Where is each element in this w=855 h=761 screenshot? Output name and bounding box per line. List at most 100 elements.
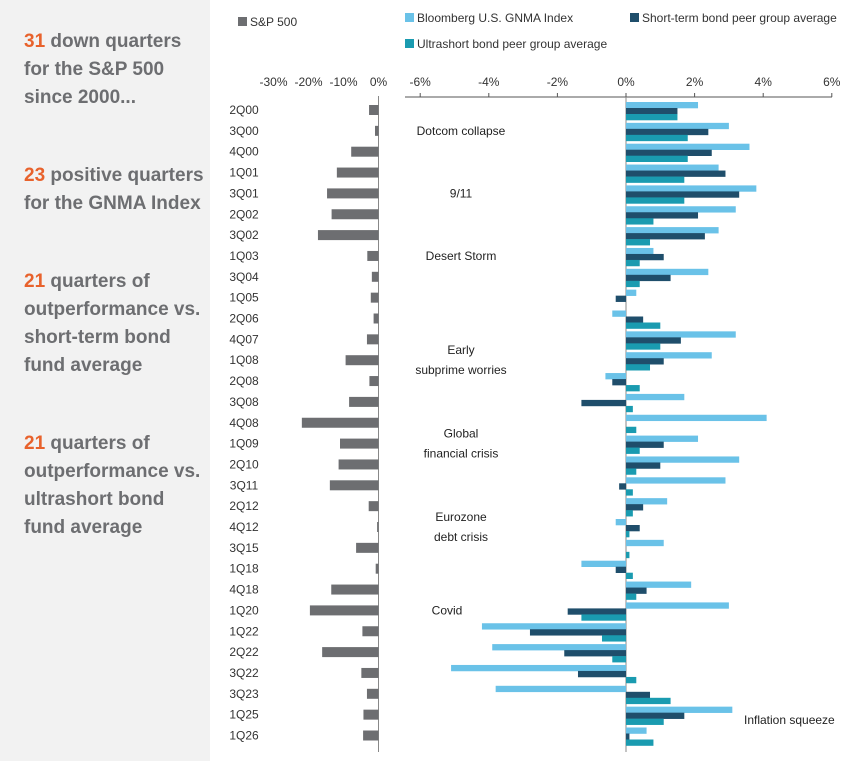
sp500-bar xyxy=(351,146,379,157)
category-label: 1Q25 xyxy=(229,708,259,722)
category-label: 3Q04 xyxy=(229,270,259,284)
category-label: 1Q01 xyxy=(229,166,259,180)
gnma-bar xyxy=(495,685,626,693)
stat-number: 23 xyxy=(24,165,46,186)
gnma-bar xyxy=(615,519,626,526)
short-term-bar xyxy=(626,587,647,594)
short-term-bar xyxy=(567,608,626,615)
sp500-bar xyxy=(375,563,379,574)
ultrashort-bar xyxy=(626,426,637,434)
ultrashort-bar xyxy=(626,447,640,454)
ultrashort-bar xyxy=(626,697,671,705)
gnma-bar xyxy=(626,247,654,255)
event-annotation: Eurozone xyxy=(435,510,487,524)
category-label: 2Q06 xyxy=(229,312,259,326)
sp500-bar xyxy=(377,522,379,532)
ultrashort-bar xyxy=(626,364,651,371)
event-annotation: Early xyxy=(447,343,474,357)
category-label: 4Q00 xyxy=(229,145,259,159)
legend-label-sp500: S&P 500 xyxy=(250,15,297,29)
left-x-tick-label: -30% xyxy=(259,75,287,89)
category-label: 3Q22 xyxy=(229,666,259,680)
category-label: 1Q22 xyxy=(229,624,259,638)
short-term-bar xyxy=(626,212,699,219)
category-label: 3Q08 xyxy=(229,395,259,409)
sp500-bar xyxy=(331,584,379,595)
right-x-tick-label: -4% xyxy=(478,75,500,89)
sp500-bar xyxy=(363,730,379,741)
stat-text: quarters of outperformance vs. short-ter… xyxy=(24,271,201,376)
sp500-bar xyxy=(340,438,379,449)
event-annotation: debt crisis xyxy=(434,530,488,544)
gnma-bar xyxy=(581,560,626,567)
gnma-bar xyxy=(626,185,757,192)
category-label: 4Q18 xyxy=(229,583,259,597)
stat-number: 21 xyxy=(24,271,46,292)
ultrashort-bar xyxy=(626,385,640,392)
left-x-tick-label: -10% xyxy=(329,75,357,89)
gnma-bar xyxy=(626,539,664,547)
stat-sp500-down-quarters: 31 down quarters for the S&P 500 since 2… xyxy=(24,28,206,112)
gnma-bar xyxy=(492,644,626,651)
gnma-bar xyxy=(451,664,626,672)
ultrashort-bar xyxy=(626,218,654,225)
short-term-bar xyxy=(615,566,626,573)
category-label: 2Q08 xyxy=(229,374,259,388)
short-term-bar xyxy=(626,712,685,719)
stat-outperformance-ultrashort: 21 quarters of outperformance vs. ultras… xyxy=(24,430,206,542)
sp500-bar xyxy=(369,105,379,115)
right-x-tick-label: -2% xyxy=(547,75,569,89)
short-term-bar xyxy=(626,108,678,115)
short-term-bar xyxy=(626,274,671,282)
sp500-bar xyxy=(367,250,379,261)
category-label: 1Q09 xyxy=(229,437,259,451)
event-annotation: financial crisis xyxy=(424,447,499,461)
stat-text: quarters of outperformance vs. ultrashor… xyxy=(24,433,201,538)
gnma-bar xyxy=(626,122,729,130)
ultrashort-bar xyxy=(626,343,661,350)
short-term-bar xyxy=(529,629,626,636)
gnma-bar xyxy=(626,727,647,734)
stat-number: 31 xyxy=(24,31,46,52)
sp500-bar xyxy=(317,230,379,241)
ultrashort-bar xyxy=(626,239,651,246)
category-label: 2Q02 xyxy=(229,207,259,221)
short-term-bar xyxy=(626,253,664,261)
ultrashort-bar xyxy=(612,656,626,663)
event-annotation: 9/11 xyxy=(450,186,473,200)
legend-label-gnma: Bloomberg U.S. GNMA Index xyxy=(417,11,573,25)
category-label: 2Q12 xyxy=(229,499,259,513)
gnma-bar xyxy=(626,602,729,609)
gnma-bar xyxy=(626,352,712,359)
gnma-bar xyxy=(626,456,740,463)
category-label: 4Q07 xyxy=(229,332,259,346)
stat-text: down quarters for the S&P 500 since 2000… xyxy=(24,31,182,108)
short-term-bar xyxy=(626,462,661,469)
gnma-bar xyxy=(626,477,726,484)
sp500-bar xyxy=(369,376,379,387)
category-label: 1Q05 xyxy=(229,291,259,305)
ultrashort-bar xyxy=(626,176,685,183)
sp500-bar xyxy=(370,292,379,303)
stat-number: 21 xyxy=(24,433,46,454)
sp500-bar xyxy=(309,605,379,616)
event-annotation: subprime worries xyxy=(415,363,506,377)
category-label: 1Q08 xyxy=(229,353,259,367)
stat-gnma-positive-quarters: 23 positive quarters for the GNMA Index xyxy=(24,162,206,218)
sp500-bar xyxy=(371,271,379,282)
gnma-bar xyxy=(481,623,626,630)
sidebar-panel: 31 down quarters for the S&P 500 since 2… xyxy=(0,0,210,761)
ultrashort-bar xyxy=(581,614,626,621)
short-term-bar xyxy=(626,358,664,365)
ultrashort-bar xyxy=(626,155,688,162)
sp500-bar xyxy=(356,542,379,553)
ultrashort-bar xyxy=(626,739,654,746)
legend-label-ultrashort: Ultrashort bond peer group average xyxy=(417,37,607,51)
category-label: 3Q23 xyxy=(229,687,259,701)
sp500-bar xyxy=(336,167,379,178)
short-term-bar xyxy=(619,483,626,490)
ultrashort-bar xyxy=(626,114,678,121)
left-x-tick-label: 0% xyxy=(370,75,388,89)
legend-swatch-short-term xyxy=(630,13,639,22)
category-label: 2Q22 xyxy=(229,645,259,659)
